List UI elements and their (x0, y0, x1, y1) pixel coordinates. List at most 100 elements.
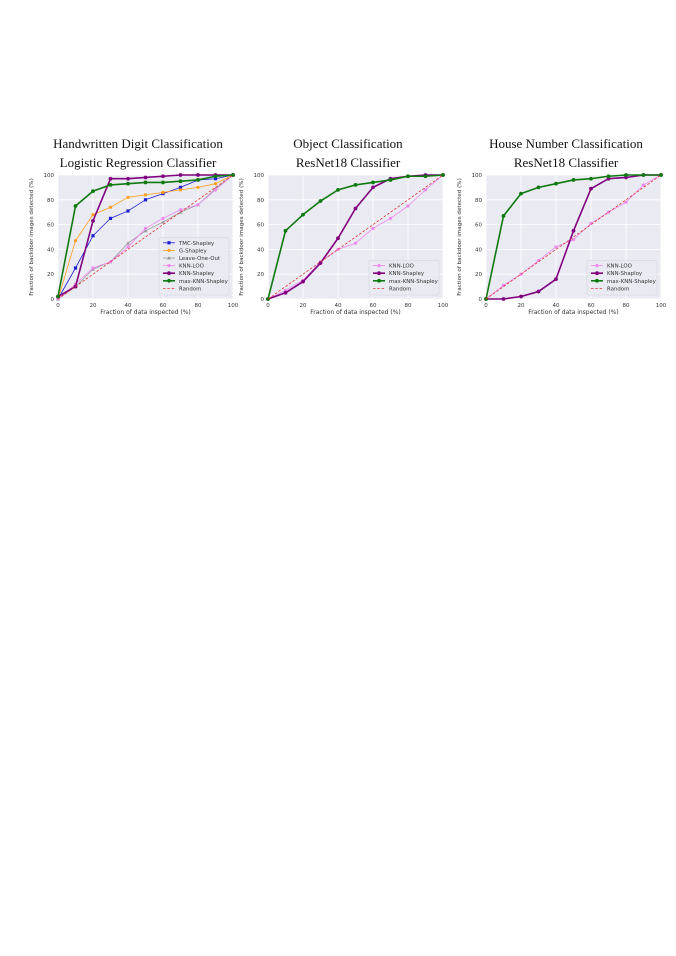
data-point-max-knn-shapley (388, 178, 393, 182)
series-line-random (485, 174, 662, 300)
x-tick-label: 20 (300, 303, 307, 309)
legend-entry-knn-shaploy: KNN-Shaploy (607, 271, 643, 277)
y-tick-label: 100 (44, 173, 55, 179)
x-tick-label: 100 (438, 303, 449, 309)
line-chart-house: 0 20 40 60 80 100 0 20 40 60 80 100 Fraction of data… (457, 173, 667, 316)
data-point-max-knn-shapley (91, 189, 95, 194)
data-point-max-knn-shapley (371, 180, 375, 185)
x-tick-label: 20 (90, 303, 97, 309)
x-tick-label: 0 (56, 303, 60, 309)
x-tick-label: 100 (656, 303, 667, 309)
data-point-knn-shapley (196, 173, 200, 177)
y-tick-label: 40 (257, 247, 264, 253)
data-point-max-knn-shapley (318, 199, 323, 203)
data-point-knn-shapley (108, 176, 113, 181)
chart-title: Object Classification (293, 136, 403, 151)
data-point-knn-shapley (178, 173, 183, 177)
legend-box (586, 260, 658, 296)
data-point-max-knn-shapley (301, 212, 305, 217)
legend-entry-tmc-shapley: TMC-Shapley (178, 241, 215, 247)
data-point-knn-shapley (126, 176, 130, 181)
y-tick-label: 80 (475, 198, 482, 204)
chart-subtitle: Logistic Regression Classifier (59, 155, 217, 170)
chart-subtitle: ResNet18 Classifier (295, 155, 401, 170)
y-tick-label: 80 (257, 198, 264, 204)
x-tick-label: 0 (484, 303, 488, 309)
y-tick-label: 60 (257, 223, 264, 229)
legend-box (158, 237, 230, 296)
data-point-knn-shapley (318, 261, 323, 265)
data-point-knn-shaploy (519, 294, 523, 299)
legend-marker-knn-loo (167, 264, 171, 268)
data-point-g-shapley (126, 195, 130, 199)
legend-entry-knn-shapley: KNN-Shapley (389, 271, 425, 277)
data-point-leave-one-out (126, 241, 130, 245)
legend-marker-max-knn-shapley (377, 278, 381, 283)
x-tick-label: 80 (623, 303, 630, 309)
legend-marker-g-shapley (167, 248, 171, 252)
data-point-knn-shaploy (571, 228, 576, 233)
data-point-max-knn-shapley (161, 180, 165, 185)
data-point-tmc-shapley (73, 266, 78, 270)
line-chart-object: 0 20 40 60 80 100 0 20 40 60 80 100 Fraction of data… (239, 173, 449, 316)
legend-entry-knn-loo: KNN-LOO (389, 264, 414, 270)
legend-entry-leave-one-out: Leave-One-Out (179, 256, 220, 262)
data-point-max-knn-shapley (73, 204, 78, 208)
data-point-g-shapley (213, 182, 218, 186)
y-tick-label: 0 (261, 297, 265, 303)
x-tick-label: 80 (405, 303, 412, 309)
legend-entry-random: Random (389, 286, 411, 292)
x-tick-label: 60 (160, 303, 167, 309)
chart-panel-house: House Number Classification ResNet18 Cla… (456, 133, 676, 333)
y-tick-label: 20 (257, 272, 264, 278)
chart-title: House Number Classification (489, 136, 643, 151)
series-line-random (267, 174, 444, 300)
y-tick-label: 40 (47, 247, 54, 253)
data-point-knn-loo (406, 204, 410, 208)
data-point-knn-shapley (336, 236, 340, 241)
data-point-knn-shapley (353, 206, 358, 211)
y-tick-label: 20 (475, 272, 482, 278)
y-axis-label: Fraction of backdoor images detected (%) (29, 178, 35, 296)
data-point-max-knn-shapley (283, 228, 288, 233)
data-point-max-knn-shapley (336, 187, 340, 192)
legend-box (368, 260, 440, 296)
data-point-max-knn-shapley (554, 181, 558, 186)
x-tick-label: 0 (266, 303, 270, 309)
data-point-leave-one-out (161, 220, 165, 224)
y-axis-label: Fraction of backdoor images detected (%) (239, 178, 245, 296)
data-point-g-shapley (178, 188, 183, 192)
chart-title: Handwritten Digit Classification (53, 136, 223, 151)
data-point-tmc-shapley (91, 234, 95, 238)
data-point-knn-shaploy (589, 186, 593, 191)
data-point-g-shapley (91, 213, 95, 217)
y-tick-label: 40 (475, 247, 482, 253)
data-point-max-knn-shapley (143, 180, 148, 185)
x-tick-label: 40 (125, 303, 132, 309)
legend-marker-max-knn-shapley (167, 278, 171, 283)
legend-marker-knn-shapley (167, 271, 171, 276)
data-point-g-shapley (108, 205, 113, 209)
data-point-knn-shapley (143, 175, 148, 180)
x-tick-label: 100 (228, 303, 239, 309)
y-axis-label: Fraction of backdoor images detected (%) (457, 178, 463, 296)
data-point-knn-shapley (91, 218, 95, 223)
data-point-tmc-shapley (213, 177, 218, 181)
data-point-max-knn-shapley (406, 174, 410, 179)
series-line-random (57, 174, 234, 300)
data-point-max-knn-shapley (519, 191, 523, 196)
legend-marker-leave-one-out (167, 256, 171, 260)
data-point-knn-loo (571, 237, 576, 242)
data-point-tmc-shapley (143, 198, 148, 202)
data-point-knn-loo (353, 241, 358, 245)
legend-marker-knn-loo (595, 264, 599, 268)
data-point-max-knn-shapley (56, 294, 60, 299)
y-tick-label: 0 (51, 297, 55, 303)
line-chart-digit: 0 20 40 60 80 100 0 20 40 60 80 100 Fraction of data… (29, 173, 239, 316)
y-tick-label: 60 (475, 223, 482, 229)
legend-entry-random: Random (607, 286, 629, 292)
data-point-knn-shapley (283, 290, 288, 295)
legend-marker-knn-loo (377, 264, 381, 268)
data-point-knn-loo (143, 226, 148, 230)
